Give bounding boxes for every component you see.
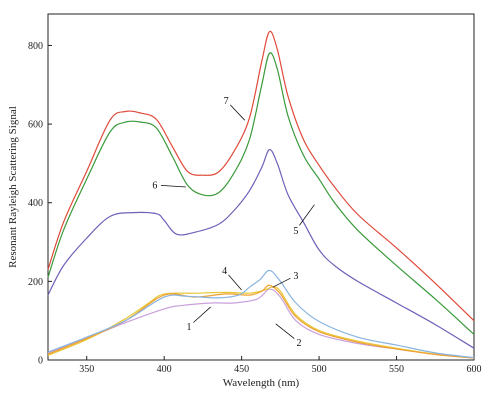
series-layer <box>47 30 475 359</box>
curve-label-5: 5 <box>293 226 298 237</box>
curve-leader-3 <box>272 277 291 288</box>
series-line-7 <box>47 30 475 322</box>
curve-leader-6 <box>160 185 186 188</box>
y-tick-label: 800 <box>28 41 43 52</box>
plot-frame <box>47 13 475 361</box>
curve-label-2: 2 <box>296 338 301 349</box>
curve-label-4: 4 <box>222 266 227 277</box>
curve-leader-1 <box>193 306 211 323</box>
y-tick-label: 200 <box>28 277 43 288</box>
curve-leader-4 <box>228 274 242 291</box>
curve-label-6: 6 <box>152 181 157 192</box>
curve-label-3: 3 <box>293 271 298 282</box>
y-tick-label: 600 <box>28 120 43 131</box>
y-tick-label: 400 <box>28 198 43 209</box>
series-line-3 <box>47 284 475 359</box>
x-tick-label: 600 <box>467 364 482 375</box>
x-axis-title: Wavelength (nm) <box>223 377 300 389</box>
curve-leader-5 <box>299 204 315 226</box>
y-tick-label: 0 <box>38 356 43 367</box>
x-tick-label: 400 <box>157 364 172 375</box>
axis-ticks: 350 400 450 500 550 600 0 200 400 600 800 <box>28 41 482 375</box>
series-line-5 <box>47 149 475 349</box>
curve-leader-7 <box>230 104 245 121</box>
curve-annotations: 1 2 3 4 5 6 7 <box>152 96 315 349</box>
series-line-6 <box>47 52 475 335</box>
y-axis-title: Resonant Rayleigh Scattering Signal <box>7 106 19 268</box>
x-tick-label: 500 <box>312 364 327 375</box>
x-tick-label: 350 <box>79 364 94 375</box>
x-tick-label: 550 <box>389 364 404 375</box>
x-tick-label: 450 <box>234 364 249 375</box>
series-line-4 <box>47 269 475 359</box>
series-line-2 <box>47 286 475 359</box>
curve-label-1: 1 <box>186 322 191 333</box>
curve-leader-2 <box>275 323 295 339</box>
curve-label-7: 7 <box>224 96 229 107</box>
